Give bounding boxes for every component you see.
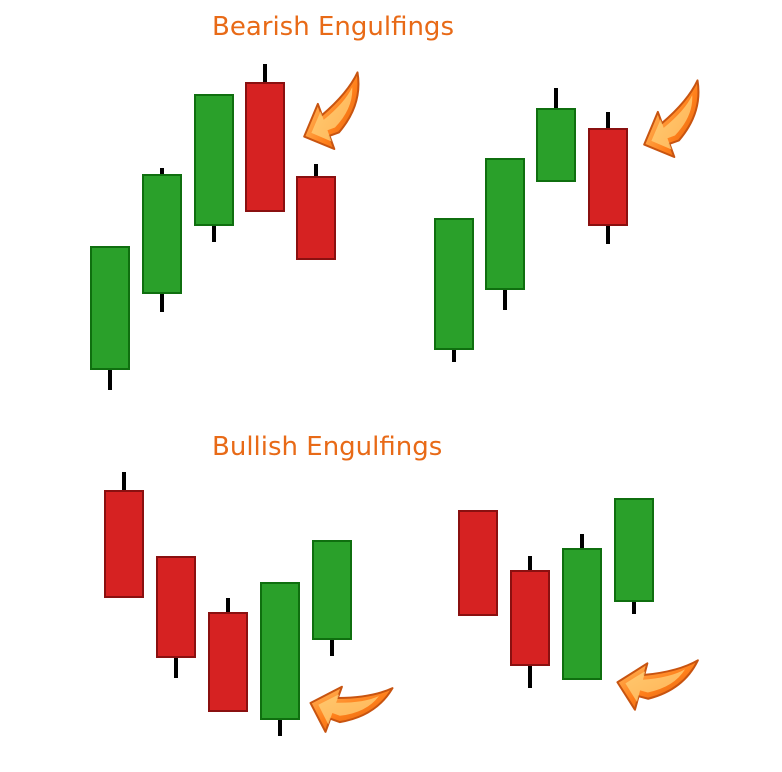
candle-body-green (194, 94, 234, 226)
arrow-bearish_right (624, 74, 736, 180)
candle-wick (528, 556, 532, 570)
bearish-title: Bearish Engulfings (212, 12, 454, 42)
candle-wick (606, 112, 610, 128)
candle-body-green (614, 498, 654, 602)
candle-body-green (536, 108, 576, 182)
candle-wick (528, 666, 532, 688)
candle-body-red (458, 510, 498, 616)
candle-body-green (434, 218, 474, 350)
candle-wick (226, 598, 230, 612)
candle-wick (330, 640, 334, 656)
candle-wick (580, 534, 584, 548)
candle-body-red (245, 82, 285, 212)
candle-wick (108, 370, 112, 390)
candle-body-green (312, 540, 352, 640)
candle-body-red (156, 556, 196, 658)
candle-body-green (562, 548, 602, 680)
candle-wick (606, 226, 610, 244)
arrow-bullish_left (293, 660, 405, 766)
candle-wick (263, 64, 267, 82)
candle-wick (212, 226, 216, 242)
arrow-bearish_left (284, 66, 396, 172)
bullish-title: Bullish Engulfings (212, 432, 442, 462)
candle-wick (452, 350, 456, 362)
candle-body-red (510, 570, 550, 666)
candle-wick (122, 472, 126, 490)
candle-wick (503, 290, 507, 310)
candle-wick (554, 88, 558, 108)
candle-body-green (485, 158, 525, 290)
candle-body-red (296, 176, 336, 260)
candle-body-red (208, 612, 248, 712)
candle-body-red (104, 490, 144, 598)
candle-body-green (260, 582, 300, 720)
candle-body-green (142, 174, 182, 294)
arrow-bullish_right (602, 638, 710, 739)
candle-wick (160, 294, 164, 312)
candle-wick (174, 658, 178, 678)
candle-wick (632, 602, 636, 614)
candle-body-red (588, 128, 628, 226)
candle-wick (278, 720, 282, 736)
candle-body-green (90, 246, 130, 370)
